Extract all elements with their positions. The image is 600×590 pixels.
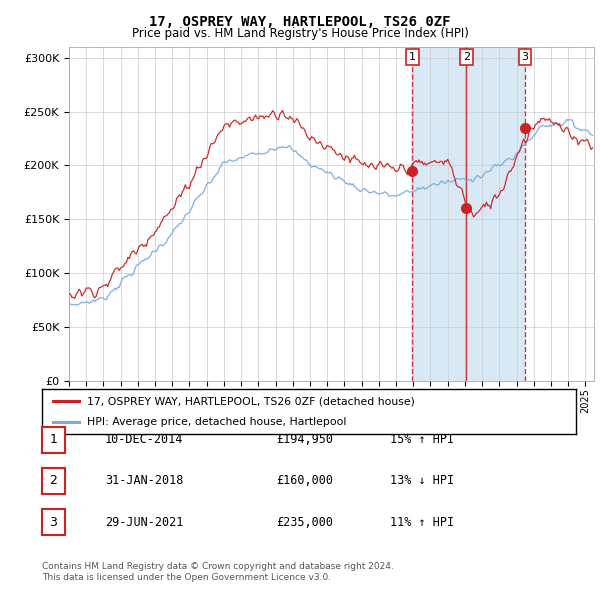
Text: 3: 3	[49, 516, 58, 529]
Text: 15% ↑ HPI: 15% ↑ HPI	[390, 433, 454, 446]
Text: £235,000: £235,000	[276, 516, 333, 529]
Text: £194,950: £194,950	[276, 433, 333, 446]
Text: Price paid vs. HM Land Registry's House Price Index (HPI): Price paid vs. HM Land Registry's House …	[131, 27, 469, 40]
Text: 31-JAN-2018: 31-JAN-2018	[105, 474, 184, 487]
Text: 3: 3	[521, 52, 529, 62]
Text: HPI: Average price, detached house, Hartlepool: HPI: Average price, detached house, Hart…	[88, 417, 347, 427]
Text: 13% ↓ HPI: 13% ↓ HPI	[390, 474, 454, 487]
Bar	[412, 47, 466, 381]
Text: 17, OSPREY WAY, HARTLEPOOL, TS26 0ZF: 17, OSPREY WAY, HARTLEPOOL, TS26 0ZF	[149, 15, 451, 30]
Text: Contains HM Land Registry data © Crown copyright and database right 2024.: Contains HM Land Registry data © Crown c…	[42, 562, 394, 571]
Text: 17, OSPREY WAY, HARTLEPOOL, TS26 0ZF (detached house): 17, OSPREY WAY, HARTLEPOOL, TS26 0ZF (de…	[88, 396, 415, 407]
Text: 29-JUN-2021: 29-JUN-2021	[105, 516, 184, 529]
Text: 1: 1	[49, 433, 58, 446]
Text: 10-DEC-2014: 10-DEC-2014	[105, 433, 184, 446]
Text: 2: 2	[49, 474, 58, 487]
Text: 2: 2	[463, 52, 470, 62]
Bar	[466, 47, 525, 381]
Text: 11% ↑ HPI: 11% ↑ HPI	[390, 516, 454, 529]
Text: 1: 1	[409, 52, 416, 62]
Text: £160,000: £160,000	[276, 474, 333, 487]
Text: This data is licensed under the Open Government Licence v3.0.: This data is licensed under the Open Gov…	[42, 573, 331, 582]
